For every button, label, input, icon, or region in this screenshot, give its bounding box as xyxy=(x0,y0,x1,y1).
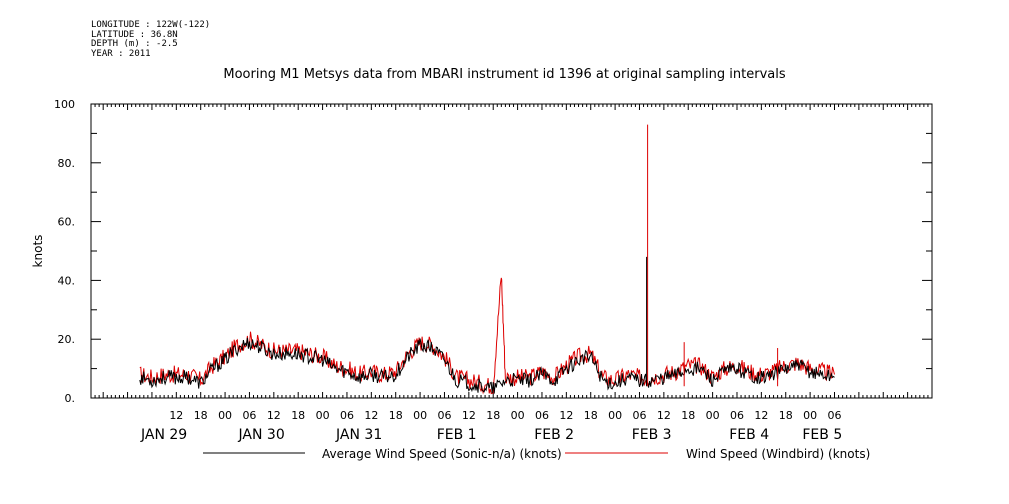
x-tick-label: 00 xyxy=(218,409,232,422)
x-tick-label: 12 xyxy=(364,409,378,422)
x-tick-label: 06 xyxy=(437,409,451,422)
x-tick-label: 00 xyxy=(608,409,622,422)
x-tick-label: 18 xyxy=(194,409,208,422)
legend-label-windbird: Wind Speed (Windbird) (knots) xyxy=(686,447,870,461)
x-tick-label: 00 xyxy=(706,409,720,422)
x-tick-label: 00 xyxy=(413,409,427,422)
x-tick-label: 06 xyxy=(535,409,549,422)
x-day-label: JAN 30 xyxy=(238,427,285,443)
meta-depth: DEPTH (m) : -2.5 xyxy=(91,39,178,49)
y-tick-label: 20. xyxy=(58,333,76,346)
y-tick-label: 80. xyxy=(58,157,76,170)
x-tick-label: 06 xyxy=(827,409,841,422)
x-tick-label: 06 xyxy=(340,409,354,422)
x-tick-label: 06 xyxy=(632,409,646,422)
series-line-average xyxy=(139,337,835,394)
x-day-label: JAN 31 xyxy=(335,427,382,443)
chart-title: Mooring M1 Metsys data from MBARI instru… xyxy=(223,67,786,82)
x-tick-label: 06 xyxy=(730,409,744,422)
x-tick-label: 06 xyxy=(242,409,256,422)
x-tick-label: 12 xyxy=(559,409,573,422)
x-tick-label: 12 xyxy=(169,409,183,422)
y-tick-label: 100 xyxy=(54,98,75,111)
x-tick-label: 12 xyxy=(267,409,281,422)
x-tick-label: 18 xyxy=(389,409,403,422)
meta-year: YEAR : 2011 xyxy=(91,48,151,59)
y-tick-label: 60. xyxy=(58,216,76,229)
x-day-label: FEB 3 xyxy=(632,427,672,443)
x-tick-label: 18 xyxy=(779,409,793,422)
x-day-label: FEB 2 xyxy=(534,427,574,443)
x-tick-label: 12 xyxy=(754,409,768,422)
plot-frame xyxy=(90,103,933,399)
series-line-windbird xyxy=(139,277,835,395)
header-metadata: LONGITUDE : 122W(-122) LATITUDE : 36.8N … xyxy=(91,20,211,59)
x-day-label: JAN 29 xyxy=(140,427,187,443)
y-axis-label: knots xyxy=(31,235,45,268)
x-tick-label: 18 xyxy=(584,409,598,422)
meta-latitude: LATITUDE : 36.8N xyxy=(91,29,178,40)
legend-label-average: Average Wind Speed (Sonic-n/a) (knots) xyxy=(322,447,562,461)
x-day-label: FEB 1 xyxy=(437,427,477,443)
x-day-label: FEB 4 xyxy=(729,427,769,443)
x-day-label: FEB 5 xyxy=(802,427,842,443)
x-tick-label: 12 xyxy=(657,409,671,422)
x-tick-label: 18 xyxy=(681,409,695,422)
x-tick-label: 12 xyxy=(462,409,476,422)
y-tick-label: 40. xyxy=(58,274,76,287)
x-tick-label: 18 xyxy=(486,409,500,422)
y-tick-label: 0. xyxy=(65,392,76,405)
meta-longitude: LONGITUDE : 122W(-122) xyxy=(91,20,211,30)
x-tick-label: 00 xyxy=(316,409,330,422)
x-tick-label: 18 xyxy=(291,409,305,422)
x-tick-label: 00 xyxy=(511,409,525,422)
x-tick-label: 00 xyxy=(803,409,817,422)
